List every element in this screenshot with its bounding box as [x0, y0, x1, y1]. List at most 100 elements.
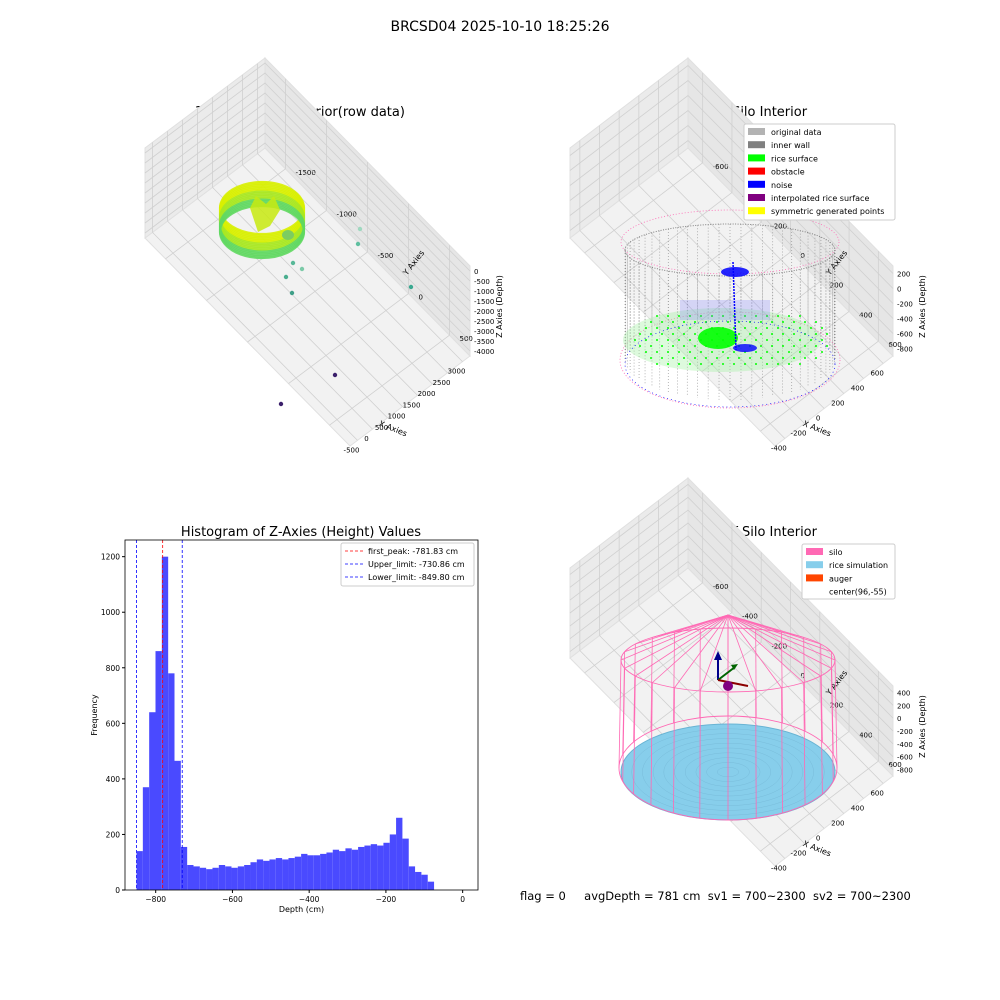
silo-roof-line: [727, 614, 832, 653]
rice-surface-point: [700, 315, 702, 317]
silo-wall-line: [633, 643, 636, 743]
rice-surface-point: [799, 363, 801, 365]
z-tick-label: -600: [897, 754, 913, 762]
rice-surface-point: [755, 363, 757, 365]
rice-surface-point: [782, 357, 784, 359]
silo-wall-line: [803, 682, 806, 805]
rice-surface-point: [804, 345, 806, 347]
rice-surface-point: [650, 321, 652, 323]
inner-wall-top: [624, 223, 836, 277]
rice-surface-point: [744, 339, 746, 341]
silo-wall-line: [673, 687, 675, 814]
outlier-point: [332, 372, 338, 378]
silo-wall-line: [650, 682, 653, 805]
z-tick-label: 400: [897, 689, 910, 697]
silo-roof-line: [727, 614, 821, 677]
histogram-bar: [282, 859, 289, 890]
z-tick-label: -600: [897, 331, 913, 339]
silo-interior-points: [282, 230, 294, 240]
x-tick-label: 600: [870, 370, 883, 378]
y-tick-label: 500: [460, 335, 473, 343]
rice-surface-point: [788, 363, 790, 365]
center-marker: [723, 681, 733, 691]
z-tick-label: -3000: [474, 328, 494, 336]
silo-roof-line: [727, 614, 756, 630]
silo-wall-line: [830, 651, 834, 755]
x-tick-label: 400: [851, 385, 864, 393]
noise-band: [680, 300, 770, 320]
x-tick-label: 2500: [433, 379, 451, 387]
rice-surface-point: [683, 333, 685, 335]
x-tick-label: -200: [791, 850, 807, 858]
auger-axis-z-head: [714, 651, 722, 660]
histogram-bar: [301, 853, 308, 890]
y-tick-label: 1000: [101, 608, 120, 617]
noise-cluster: [733, 344, 757, 352]
legend-swatch: [748, 194, 765, 201]
rice-surface-point: [650, 357, 652, 359]
z-tick-label: -200: [897, 728, 913, 736]
z-tick-label: -400: [897, 316, 913, 324]
rice-surface-point: [716, 357, 718, 359]
grid-line-z: [569, 94, 894, 304]
rice-surface-point: [766, 327, 768, 329]
histogram-bar: [218, 865, 226, 890]
legend-label: interpolated rice surface: [771, 194, 869, 203]
grid-line-y: [760, 760, 879, 852]
grid-line-z: [569, 496, 894, 706]
rice-surface-point: [788, 351, 790, 353]
histogram-bar: [294, 856, 302, 890]
rice-surface-point: [694, 321, 696, 323]
histogram-bar: [427, 881, 435, 890]
y-tick-label: 600: [888, 761, 901, 769]
rice-surface-dense: [698, 327, 738, 349]
z-tick-label: 0: [897, 715, 901, 723]
histogram-bar: [408, 866, 416, 890]
legend-label: rice surface: [771, 154, 818, 163]
z-tick-label: -800: [897, 346, 913, 354]
z-tick-label: -400: [897, 741, 913, 749]
histogram-bar: [161, 556, 169, 890]
flag-text: flag = 0: [520, 889, 566, 903]
rice-surface-point: [793, 357, 795, 359]
rice-surface-point: [766, 351, 768, 353]
legend-box: [340, 542, 475, 587]
histogram-bar: [174, 760, 181, 890]
rice-surface-point: [689, 363, 691, 365]
silo-roof-line: [727, 614, 821, 645]
rice-surface-point: [771, 333, 773, 335]
legend-label: noise: [771, 181, 792, 190]
rice-surface-point: [645, 327, 647, 329]
y-tick-label: 600: [888, 341, 901, 349]
grid-line-y: [642, 641, 762, 733]
rice-surface-point: [788, 315, 790, 317]
sv2-text: sv2 = 700~2300: [812, 889, 911, 903]
rice-surface-point: [667, 315, 669, 317]
z-axis-label: Z Axies (Depth): [918, 695, 927, 758]
rice-surface-point: [733, 351, 735, 353]
silo-roof-line: [699, 614, 729, 692]
silo-roof-line: [635, 614, 729, 677]
rice-surface-point: [771, 357, 773, 359]
rice-surface-point: [672, 333, 674, 335]
y-tick-label: 0: [115, 886, 120, 895]
rice-surface-point: [650, 333, 652, 335]
grid-line-y: [760, 340, 879, 432]
y-axis-label: Frequency: [90, 694, 99, 736]
y-tick-label: -200: [771, 222, 787, 230]
rice-surface-point: [689, 327, 691, 329]
y-tick-label: -600: [713, 163, 729, 171]
plot-frame: [124, 539, 479, 891]
rice-surface-point: [667, 327, 669, 329]
rice-surface-point: [678, 363, 680, 365]
rice-surface-point: [678, 315, 680, 317]
y-tick-label: 0: [801, 252, 805, 260]
rice-surface-point: [733, 363, 735, 365]
rice-surface-point: [656, 327, 658, 329]
rice-surface-point: [711, 363, 713, 365]
rice-surface-point: [667, 339, 669, 341]
histogram-bar: [269, 859, 276, 890]
rice-surface-point: [793, 321, 795, 323]
histogram-bar: [339, 851, 346, 890]
rice-surface-point: [711, 351, 713, 353]
